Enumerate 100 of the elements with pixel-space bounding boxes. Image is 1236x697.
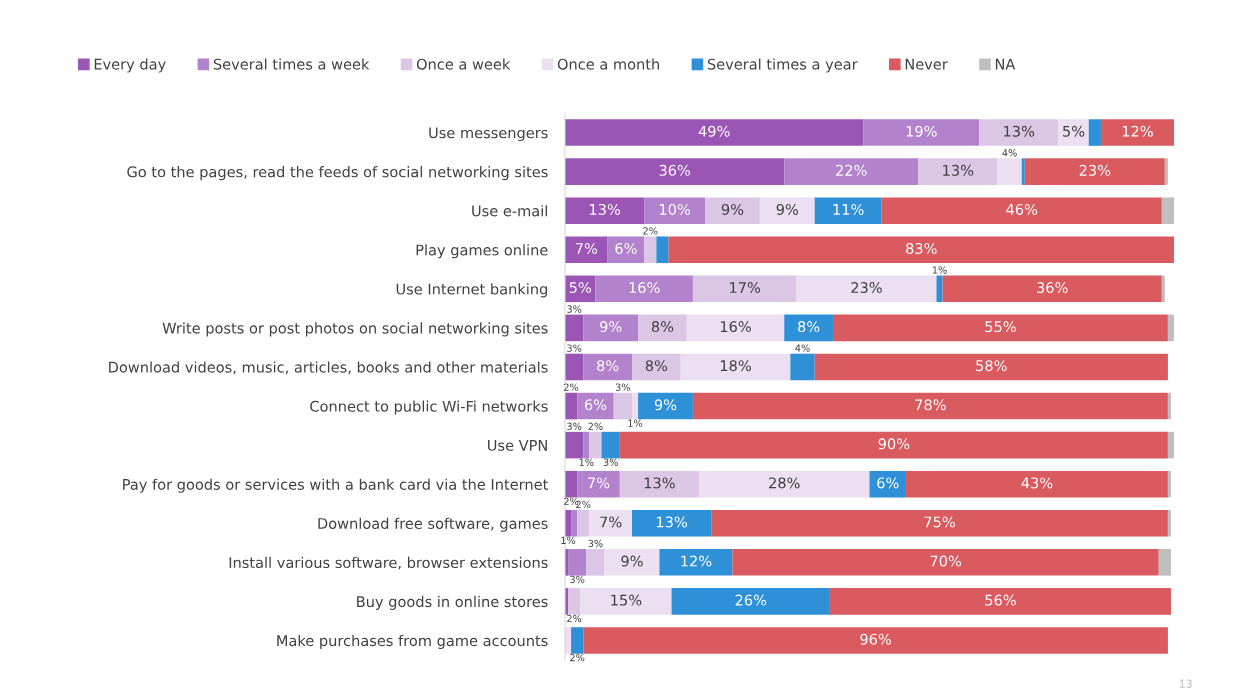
bar bbox=[759, 197, 815, 224]
y-tick-label: Use VPN bbox=[488, 440, 547, 451]
data-label: 28% bbox=[769, 477, 800, 489]
bar bbox=[1021, 158, 1025, 185]
data-label: 43% bbox=[1021, 477, 1053, 489]
bar bbox=[638, 392, 693, 420]
data-label: 19% bbox=[906, 125, 937, 137]
bar bbox=[577, 509, 590, 537]
data-label: 16% bbox=[720, 321, 751, 333]
bar bbox=[784, 314, 833, 342]
data-label: 4% bbox=[795, 344, 810, 352]
data-label: 1% bbox=[579, 458, 594, 466]
data-label: 46% bbox=[1006, 203, 1038, 215]
bar bbox=[568, 588, 581, 615]
bar bbox=[565, 353, 584, 381]
bar bbox=[790, 353, 815, 381]
y-tick-label: Download free software, games bbox=[318, 517, 548, 532]
bar bbox=[577, 392, 614, 420]
data-label: 8% bbox=[645, 360, 668, 372]
data-label: 49% bbox=[698, 125, 730, 137]
legend-label: Several times a year bbox=[707, 58, 858, 73]
bar bbox=[644, 197, 706, 224]
data-label: 2% bbox=[643, 227, 658, 235]
legend-label: Every day bbox=[94, 58, 166, 73]
bar bbox=[1161, 275, 1165, 303]
data-label: 17% bbox=[730, 282, 761, 294]
data-label: 1% bbox=[932, 266, 947, 274]
bar bbox=[936, 275, 943, 303]
data-label: 3% bbox=[567, 422, 582, 430]
data-label: 90% bbox=[878, 438, 910, 450]
bar bbox=[705, 197, 760, 224]
bar bbox=[692, 392, 1168, 420]
y-tick-label: Install various software, browser extensions bbox=[229, 556, 548, 570]
bar bbox=[604, 549, 660, 576]
bar bbox=[583, 353, 632, 381]
legend-label: Once a week bbox=[416, 58, 511, 70]
bar bbox=[619, 431, 1168, 459]
bar bbox=[619, 470, 699, 498]
data-label: 5% bbox=[569, 282, 591, 294]
legend-label: Several times a week bbox=[213, 58, 370, 70]
data-label: 10% bbox=[660, 203, 691, 215]
data-label: 3% bbox=[603, 458, 618, 466]
bar bbox=[1167, 392, 1171, 420]
bar bbox=[906, 470, 1168, 498]
bar bbox=[565, 197, 645, 224]
data-label: 7% bbox=[588, 477, 610, 489]
bar bbox=[997, 158, 1022, 185]
y-tick-label: Download videos, music, articles, books and other materials bbox=[109, 361, 548, 375]
bar bbox=[814, 353, 1168, 381]
bar bbox=[580, 588, 672, 615]
y-tick-label: Go to the pages, read the feeds of social networking sites bbox=[127, 166, 548, 181]
data-label: 36% bbox=[1037, 282, 1068, 294]
bar bbox=[565, 236, 608, 264]
bar bbox=[631, 392, 639, 420]
data-label: 13% bbox=[943, 164, 974, 176]
bar bbox=[1100, 119, 1174, 146]
bar bbox=[586, 549, 605, 576]
bar bbox=[577, 470, 620, 498]
data-label: 2% bbox=[564, 383, 579, 391]
bar bbox=[680, 353, 791, 381]
bar bbox=[671, 588, 830, 615]
data-label: 12% bbox=[681, 555, 712, 567]
data-label: 3% bbox=[567, 344, 582, 352]
bar bbox=[565, 314, 584, 342]
data-label: 1% bbox=[628, 419, 643, 427]
data-label: 8% bbox=[651, 321, 674, 333]
data-label: 96% bbox=[860, 633, 891, 645]
bar bbox=[942, 275, 1162, 303]
bar bbox=[659, 549, 733, 576]
bar bbox=[918, 158, 998, 185]
data-label: 4% bbox=[1002, 149, 1017, 157]
y-tick-label: Connect to public Wi-Fi networks bbox=[310, 400, 548, 415]
bar bbox=[613, 392, 632, 420]
bar bbox=[1167, 314, 1174, 342]
data-label: 7% bbox=[575, 242, 598, 254]
data-label: 9% bbox=[721, 203, 744, 215]
bar bbox=[1088, 119, 1101, 146]
bar bbox=[1164, 158, 1168, 185]
bar bbox=[832, 314, 1168, 342]
bar bbox=[814, 197, 882, 224]
data-label: 23% bbox=[1079, 164, 1111, 176]
data-label: 2% bbox=[588, 422, 603, 430]
bar bbox=[565, 431, 584, 459]
data-label: 15% bbox=[611, 594, 642, 606]
data-label: 13% bbox=[1004, 125, 1035, 137]
bar bbox=[732, 549, 1159, 576]
data-label: 8% bbox=[798, 321, 820, 333]
data-label: 7% bbox=[600, 516, 622, 528]
bar bbox=[571, 509, 578, 537]
bar bbox=[583, 627, 1168, 654]
data-label: 26% bbox=[735, 594, 767, 606]
bar bbox=[1158, 549, 1171, 576]
bar bbox=[796, 275, 937, 303]
data-label: 18% bbox=[720, 360, 751, 372]
data-label: 3% bbox=[615, 383, 631, 391]
data-label: 56% bbox=[985, 594, 1016, 606]
bar bbox=[1167, 470, 1171, 498]
data-label: 1% bbox=[561, 536, 576, 545]
data-label: 8% bbox=[597, 360, 619, 372]
legend-label: Once a month bbox=[557, 58, 660, 70]
